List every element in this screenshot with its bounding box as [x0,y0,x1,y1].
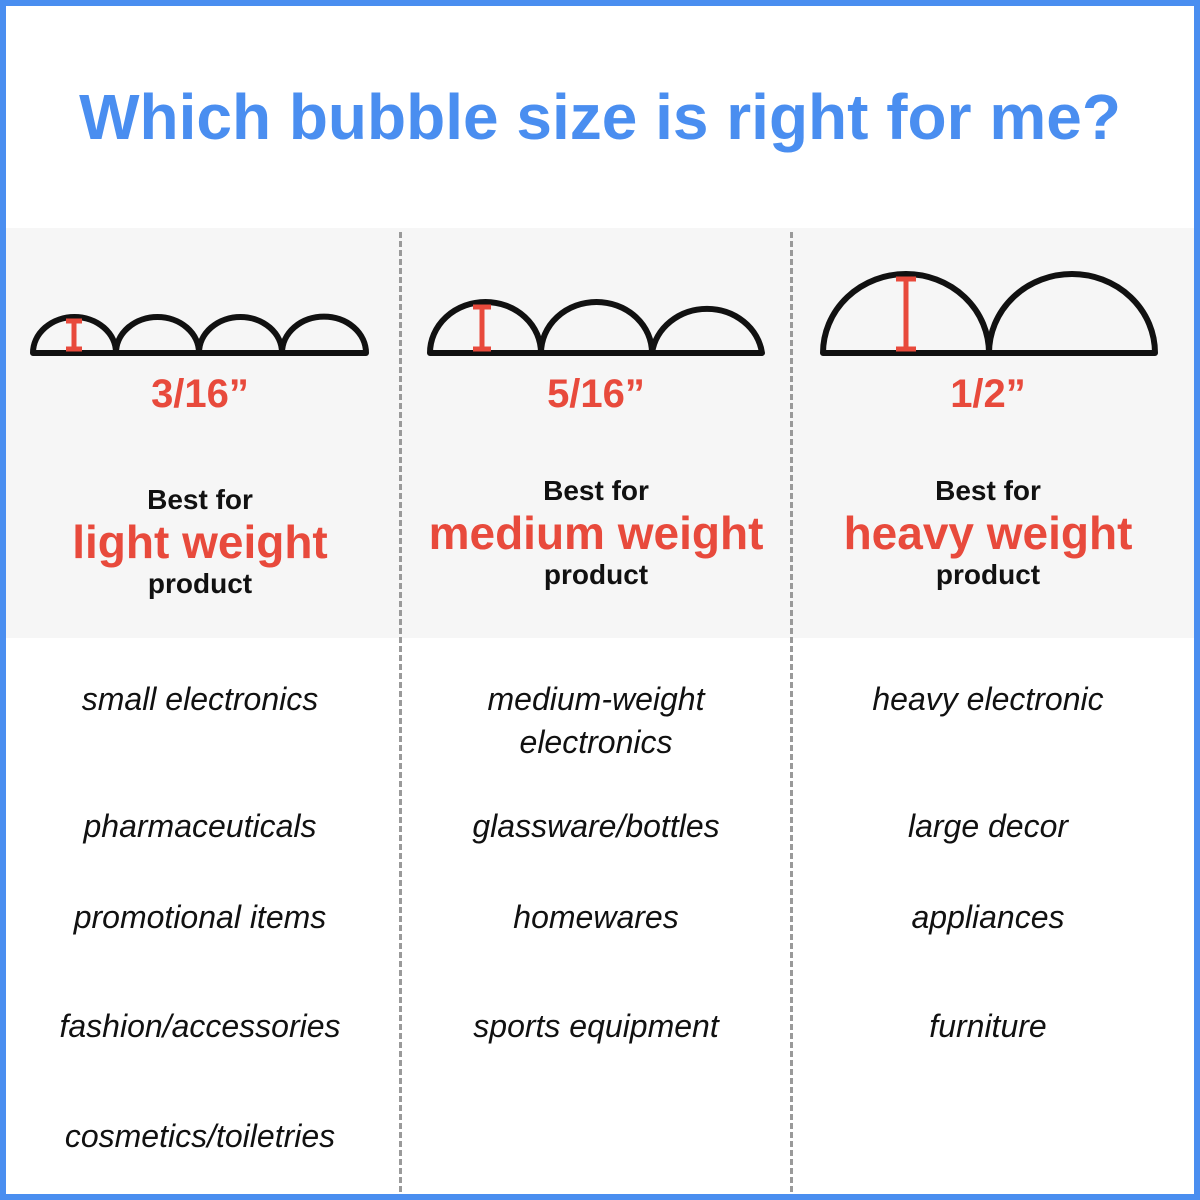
list-item: appliances [911,899,1065,935]
bubble-size: 5/16” [547,372,645,416]
bubble-5-16-icon [427,299,765,356]
product-label: product [543,559,649,590]
list-item: pharmaceuticals [83,808,317,844]
bubble-size: 3/16” [151,372,249,416]
list-item: sports equipment [473,1008,719,1044]
best-for-label: Best for [543,475,649,506]
weight-label: light weight [72,516,328,568]
list-item: furniture [929,1008,1047,1044]
list-item: small electronics [81,681,319,717]
bubble-1-2-icon [820,271,1158,356]
best-for-label: Best for [147,484,253,515]
column-divider [399,232,402,1192]
list-item: promotional items [73,899,327,935]
page-title: Which bubble size is right for me? [79,81,1121,153]
list-item: homewares [513,899,679,935]
list-item: cosmetics/toiletries [64,1118,336,1154]
weight-label: medium weight [428,507,764,559]
list-item: large decor [907,808,1069,844]
list-item: glassware/bottles [472,808,720,844]
list-item: medium-weight electronics [487,681,705,760]
column-medium: 5/16” Best for medium weight product med… [400,0,792,1200]
bubble-3-16-icon [30,313,369,356]
product-label: product [935,559,1041,590]
bubble-size: 1/2” [950,372,1026,416]
best-for-label: Best for [935,475,1041,506]
column-divider [790,232,793,1192]
weight-label: heavy weight [843,507,1133,559]
header-band [6,228,1194,638]
product-label: product [147,568,253,599]
list-item: fashion/accessories [59,1008,341,1044]
column-light: 3/16” Best for light weight product smal… [4,0,396,1200]
column-heavy: 1/2” Best for heavy weight product heavy… [792,0,1184,1200]
list-item: heavy electronic [872,681,1104,717]
